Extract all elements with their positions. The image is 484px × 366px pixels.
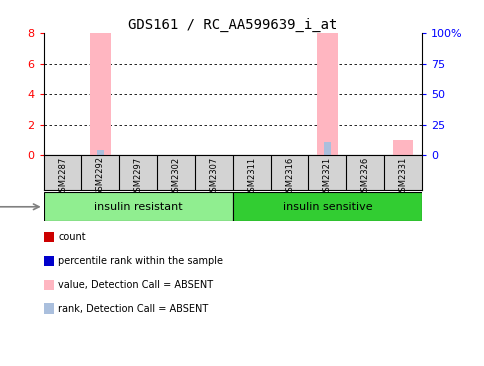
Text: GSM2297: GSM2297 — [134, 156, 142, 197]
Bar — [392, 140, 412, 155]
Bar — [232, 192, 421, 221]
Text: GSM2302: GSM2302 — [171, 156, 180, 197]
Text: percentile rank within the sample: percentile rank within the sample — [58, 256, 223, 266]
Text: GSM2326: GSM2326 — [360, 156, 369, 197]
Bar — [96, 150, 104, 155]
Text: GSM2292: GSM2292 — [96, 156, 105, 197]
Bar — [44, 192, 232, 221]
Text: GSM2287: GSM2287 — [58, 156, 67, 197]
Text: rank, Detection Call = ABSENT: rank, Detection Call = ABSENT — [58, 303, 208, 314]
Bar — [323, 142, 331, 155]
Bar — [317, 33, 337, 155]
Text: insulin resistant: insulin resistant — [94, 202, 182, 212]
Title: GDS161 / RC_AA599639_i_at: GDS161 / RC_AA599639_i_at — [128, 18, 337, 32]
Text: GSM2316: GSM2316 — [285, 156, 293, 197]
Text: count: count — [58, 232, 86, 242]
Text: GSM2331: GSM2331 — [398, 156, 407, 197]
Text: GSM2307: GSM2307 — [209, 156, 218, 197]
Text: value, Detection Call = ABSENT: value, Detection Call = ABSENT — [58, 280, 213, 290]
Text: insulin sensitive: insulin sensitive — [282, 202, 371, 212]
Text: GSM2321: GSM2321 — [322, 156, 331, 197]
Bar — [90, 33, 110, 155]
Text: GSM2311: GSM2311 — [247, 156, 256, 197]
